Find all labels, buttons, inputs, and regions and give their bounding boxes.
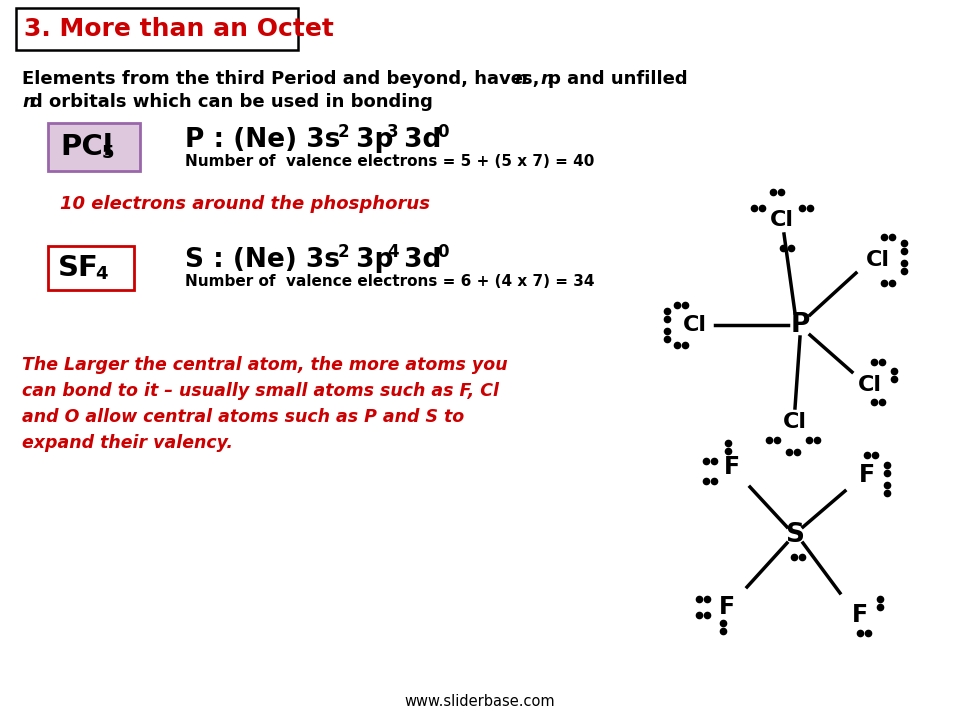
Text: PCl: PCl [60,133,113,161]
Text: F: F [859,463,876,487]
Text: can bond to it – usually small atoms such as F, Cl: can bond to it – usually small atoms suc… [22,382,499,400]
Text: 0: 0 [437,123,448,141]
Text: F: F [724,455,740,479]
Text: 3. More than an Octet: 3. More than an Octet [24,17,334,41]
Text: P: P [790,312,809,338]
FancyBboxPatch shape [48,246,134,290]
Text: SF: SF [58,254,99,282]
Text: S: S [785,522,804,548]
Text: n: n [514,70,527,88]
Text: 3d: 3d [395,127,442,153]
Text: P : (Ne) 3s: P : (Ne) 3s [185,127,341,153]
Text: Number of  valence electrons = 5 + (5 x 7) = 40: Number of valence electrons = 5 + (5 x 7… [185,155,594,169]
Text: 3d: 3d [395,247,442,273]
Text: 3p: 3p [347,127,394,153]
Text: www.sliderbase.com: www.sliderbase.com [405,695,555,709]
Text: 2: 2 [338,243,349,261]
FancyBboxPatch shape [16,8,298,50]
Text: Cl: Cl [783,412,807,432]
Text: Cl: Cl [770,210,794,230]
Text: s,: s, [522,70,545,88]
Text: 2: 2 [338,123,349,141]
Text: F: F [852,603,868,627]
Text: Elements from the third Period and beyond, have: Elements from the third Period and beyon… [22,70,529,88]
Text: d orbitals which can be used in bonding: d orbitals which can be used in bonding [30,93,433,111]
Text: S : (Ne) 3s: S : (Ne) 3s [185,247,340,273]
Text: 5: 5 [102,144,114,162]
Text: 3: 3 [387,123,398,141]
Text: n: n [540,70,553,88]
FancyBboxPatch shape [48,123,140,171]
Text: n: n [22,93,35,111]
Text: 4: 4 [95,265,108,283]
Text: The Larger the central atom, the more atoms you: The Larger the central atom, the more at… [22,356,508,374]
Text: Cl: Cl [866,250,890,270]
Text: 3p: 3p [347,247,394,273]
Text: Cl: Cl [683,315,707,335]
Text: Cl: Cl [858,375,882,395]
Text: F: F [719,595,735,619]
Text: Number of  valence electrons = 6 + (4 x 7) = 34: Number of valence electrons = 6 + (4 x 7… [185,274,594,289]
Text: 0: 0 [437,243,448,261]
Text: 4: 4 [387,243,398,261]
Text: 10 electrons around the phosphorus: 10 electrons around the phosphorus [60,195,430,213]
Text: expand their valency.: expand their valency. [22,434,233,452]
Text: p and unfilled: p and unfilled [548,70,687,88]
Text: and O allow central atoms such as P and S to: and O allow central atoms such as P and … [22,408,465,426]
